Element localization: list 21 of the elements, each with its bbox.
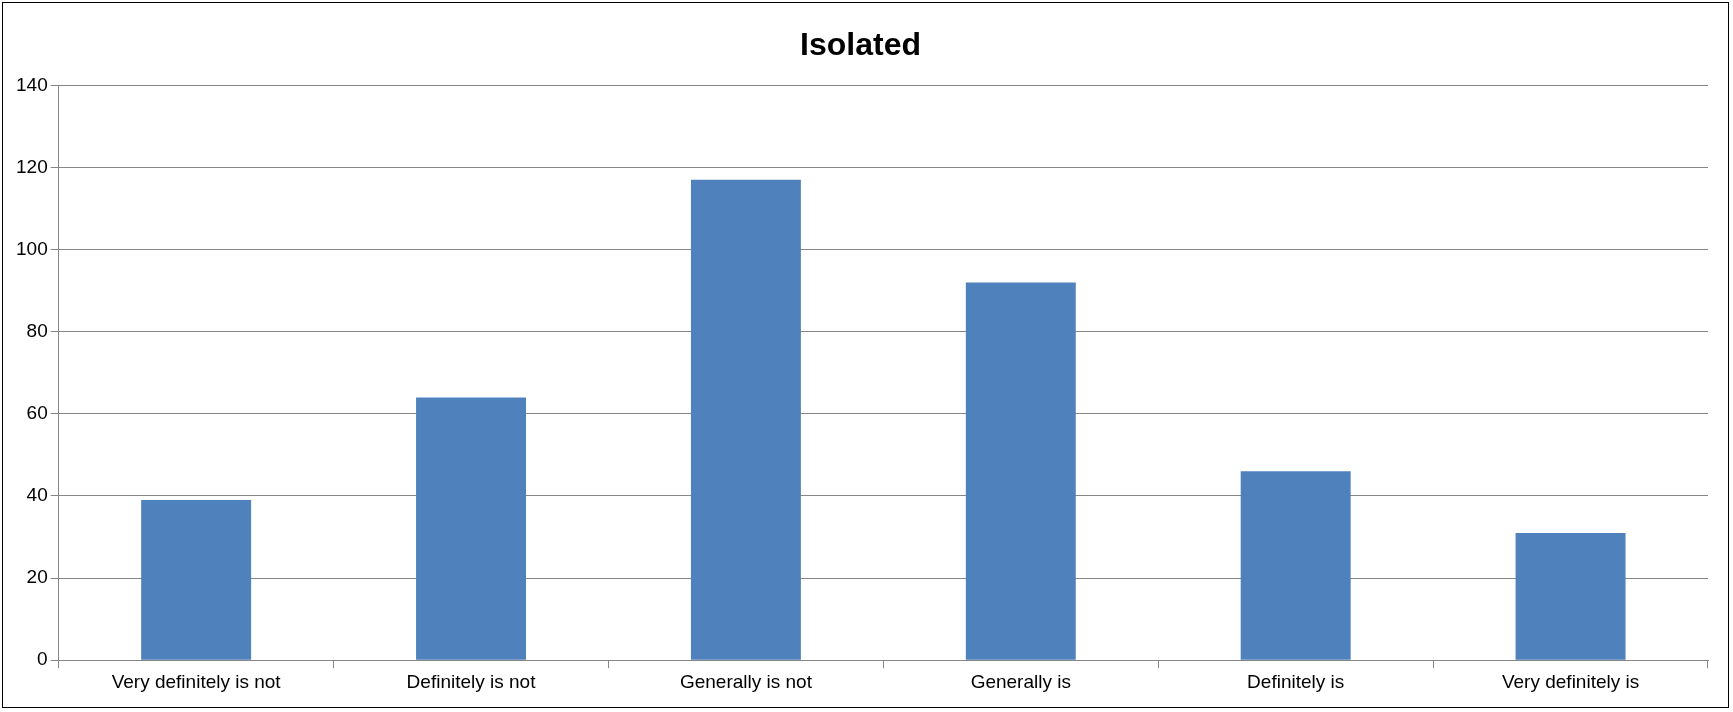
y-tick-label: 120 xyxy=(16,155,48,177)
chart-title: Isolated xyxy=(800,26,921,63)
x-tick-label: Generally is not xyxy=(679,670,813,692)
y-tick-label: 140 xyxy=(16,73,48,95)
bar xyxy=(965,282,1076,660)
y-tick-label: 20 xyxy=(26,566,48,588)
x-tick-label: Generally is xyxy=(970,670,1071,692)
bar xyxy=(141,500,252,660)
y-tick-label: 100 xyxy=(16,237,48,259)
bar xyxy=(416,397,526,660)
x-tick-label: Very definitely is xyxy=(1501,670,1640,692)
y-tick-label: 60 xyxy=(26,402,48,424)
bar xyxy=(1515,532,1626,660)
bar xyxy=(1240,471,1351,660)
y-tick-label: 40 xyxy=(26,484,48,506)
x-tick-label: Definitely is xyxy=(1247,670,1345,692)
x-tick-label: Definitely is not xyxy=(406,670,537,692)
bar xyxy=(690,179,801,660)
y-tick-label: 0 xyxy=(37,648,48,670)
y-tick-label: 80 xyxy=(26,319,48,341)
x-tick-label: Very definitely is not xyxy=(111,670,282,692)
